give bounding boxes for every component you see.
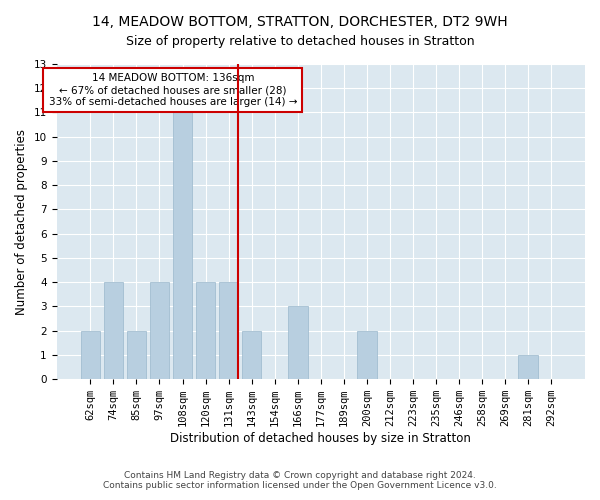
Bar — [288, 306, 308, 379]
Bar — [104, 282, 123, 379]
Text: 14, MEADOW BOTTOM, STRATTON, DORCHESTER, DT2 9WH: 14, MEADOW BOTTOM, STRATTON, DORCHESTER,… — [92, 15, 508, 29]
Bar — [196, 282, 215, 379]
Bar — [80, 330, 100, 379]
Bar — [242, 330, 262, 379]
Text: Contains HM Land Registry data © Crown copyright and database right 2024.
Contai: Contains HM Land Registry data © Crown c… — [103, 470, 497, 490]
Text: Size of property relative to detached houses in Stratton: Size of property relative to detached ho… — [125, 35, 475, 48]
Bar — [127, 330, 146, 379]
Bar — [149, 282, 169, 379]
Bar — [219, 282, 238, 379]
Text: 14 MEADOW BOTTOM: 136sqm
← 67% of detached houses are smaller (28)
33% of semi-d: 14 MEADOW BOTTOM: 136sqm ← 67% of detach… — [49, 74, 297, 106]
Y-axis label: Number of detached properties: Number of detached properties — [15, 128, 28, 314]
Bar — [518, 355, 538, 379]
Bar — [357, 330, 377, 379]
Bar — [173, 112, 193, 379]
X-axis label: Distribution of detached houses by size in Stratton: Distribution of detached houses by size … — [170, 432, 471, 445]
